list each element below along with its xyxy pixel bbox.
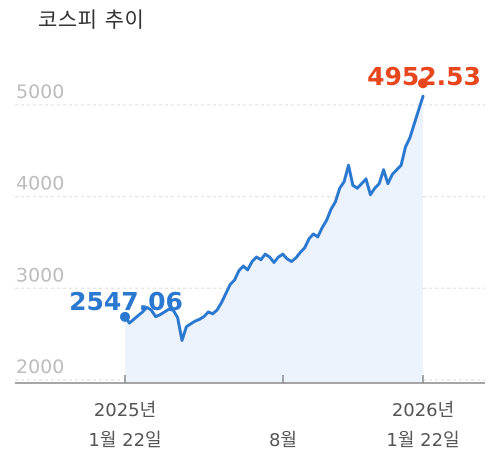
x-tick-label: 1월 22일	[386, 430, 459, 451]
end-value-label: 4952.53	[367, 62, 481, 91]
x-tick-label: 1월 22일	[88, 430, 161, 451]
y-tick-label: 5000	[16, 81, 64, 103]
y-tick-label: 3000	[16, 264, 64, 286]
series-line	[123, 94, 425, 342]
x-tick-label: 2026년	[392, 400, 454, 421]
x-tick-label: 8월	[269, 430, 297, 451]
x-tick-label: 2025년	[94, 400, 156, 421]
chart-title: 코스피 추이	[38, 8, 145, 32]
start-marker	[120, 311, 130, 322]
area-fill	[125, 96, 423, 384]
start-value-label: 2547.06	[69, 287, 183, 316]
y-tick-label: 2000	[16, 356, 64, 378]
y-tick-label: 4000	[16, 173, 64, 195]
end-marker	[418, 78, 428, 89]
